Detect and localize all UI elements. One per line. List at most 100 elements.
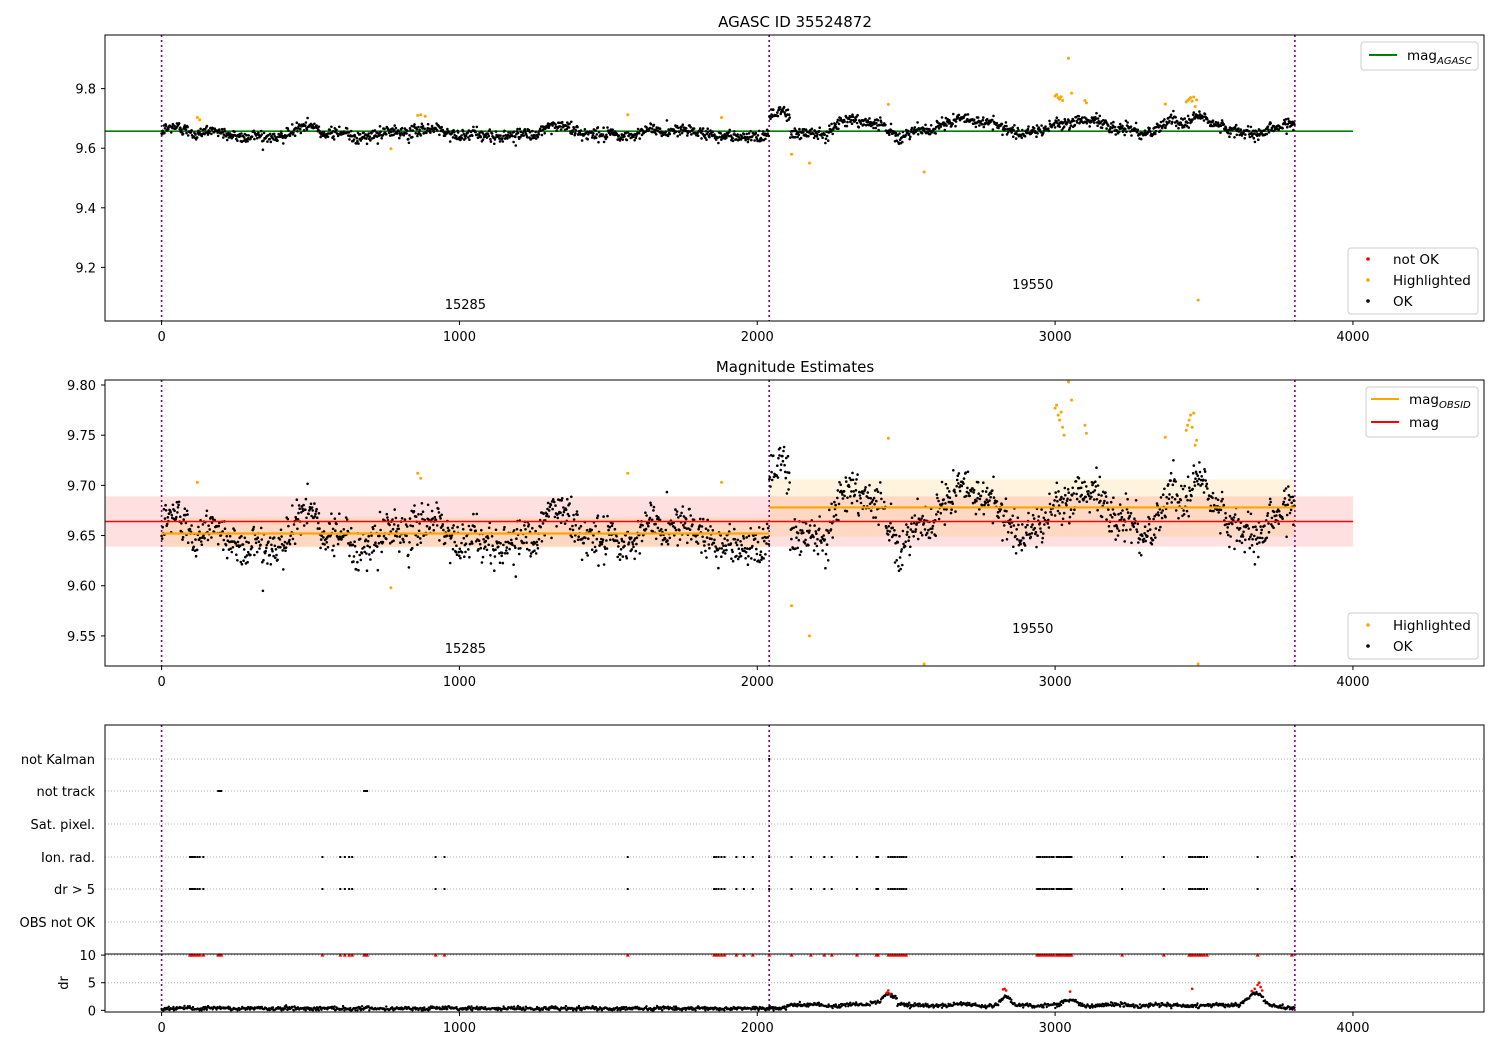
ok-point [398, 535, 402, 538]
flag-label: OBS not OK [20, 916, 96, 931]
ok-point [499, 542, 502, 545]
ok-point [198, 536, 202, 540]
ok-point [370, 132, 373, 135]
ok-point [885, 526, 888, 530]
ok-point [1098, 475, 1102, 479]
ok-point [516, 131, 520, 135]
ok-point [280, 535, 283, 538]
ok-point [966, 486, 969, 490]
ok-point [1124, 127, 1127, 131]
ok-point [1085, 122, 1089, 125]
ok-point [735, 543, 739, 547]
ok-point [1204, 484, 1208, 488]
ok-point [649, 123, 653, 126]
ok-point [812, 535, 815, 539]
ok-point [419, 541, 423, 544]
ok-point [555, 525, 558, 528]
ok-point [229, 547, 232, 550]
ok-point [648, 126, 652, 130]
ok-point [433, 515, 437, 519]
ok-point [181, 535, 185, 539]
ok-point [1114, 133, 1117, 136]
ok-point [1289, 495, 1292, 499]
ok-point [966, 470, 970, 474]
ok-point [366, 544, 369, 548]
ok-point [298, 127, 302, 131]
ok-point [408, 127, 412, 130]
ok-point [458, 554, 461, 558]
ok-point [314, 512, 317, 516]
ok-point [735, 554, 738, 558]
ok-point [953, 491, 957, 494]
ok-point [753, 558, 756, 562]
ok-point [860, 490, 864, 493]
ok-point [1055, 481, 1059, 485]
ok-point [1019, 542, 1022, 546]
ok-point [952, 469, 955, 472]
y-tick-label: 9.8 [75, 83, 96, 98]
ok-point [713, 538, 716, 542]
ok-point [605, 539, 608, 542]
ok-point [601, 540, 604, 544]
ok-point [1219, 508, 1223, 512]
ok-point [311, 1009, 315, 1012]
flag-marker [1041, 888, 1044, 890]
ok-point [1134, 127, 1137, 131]
ok-point [740, 543, 743, 547]
ok-point [910, 126, 914, 130]
ok-point [256, 536, 260, 539]
ok-point [935, 493, 939, 496]
ok-point [519, 130, 523, 133]
ok-point [257, 540, 261, 543]
ok-point [891, 526, 894, 530]
highlighted-point [807, 634, 811, 638]
highlighted-point [1058, 418, 1062, 422]
ok-point [501, 137, 504, 140]
ok-point [764, 553, 767, 556]
ok-point [674, 130, 678, 133]
ok-point [834, 513, 838, 517]
ok-point [305, 128, 309, 131]
ok-point [843, 120, 846, 123]
ok-point [408, 541, 411, 544]
ok-point [931, 527, 934, 530]
ok-point [1017, 523, 1020, 527]
ok-point [1105, 518, 1108, 521]
ok-point [995, 121, 999, 125]
flag-marker [905, 888, 908, 890]
ok-point [1192, 464, 1196, 467]
ok-point [678, 528, 681, 532]
ok-point [981, 490, 984, 493]
x-tick-label: 3000 [1039, 330, 1072, 345]
ok-point [559, 128, 563, 131]
ok-point [272, 536, 276, 539]
ok-point [417, 529, 421, 533]
ok-point [729, 134, 733, 137]
ok-point [508, 547, 511, 551]
ok-point [1148, 130, 1152, 133]
ok-point [223, 130, 227, 133]
ok-point [535, 540, 539, 544]
highlighted-point [1059, 95, 1063, 99]
ok-point [1285, 125, 1289, 129]
ok-point [318, 527, 321, 530]
ok-point [1031, 523, 1034, 526]
ok-point [789, 136, 792, 139]
ok-point [761, 527, 765, 531]
ok-point [1048, 492, 1051, 496]
ok-point [944, 502, 947, 505]
ok-point [1089, 491, 1093, 495]
ok-point [1148, 127, 1151, 130]
ok-point [606, 126, 609, 129]
ok-point [468, 542, 472, 546]
ok-point [525, 547, 529, 551]
ok-point [906, 526, 910, 529]
ok-point [869, 496, 872, 500]
ok-point [360, 1005, 364, 1008]
x-tick-label: 3000 [1039, 675, 1072, 690]
ok-point [828, 508, 831, 512]
ok-point [766, 536, 769, 539]
ok-point [457, 550, 461, 554]
ok-point [568, 502, 571, 505]
